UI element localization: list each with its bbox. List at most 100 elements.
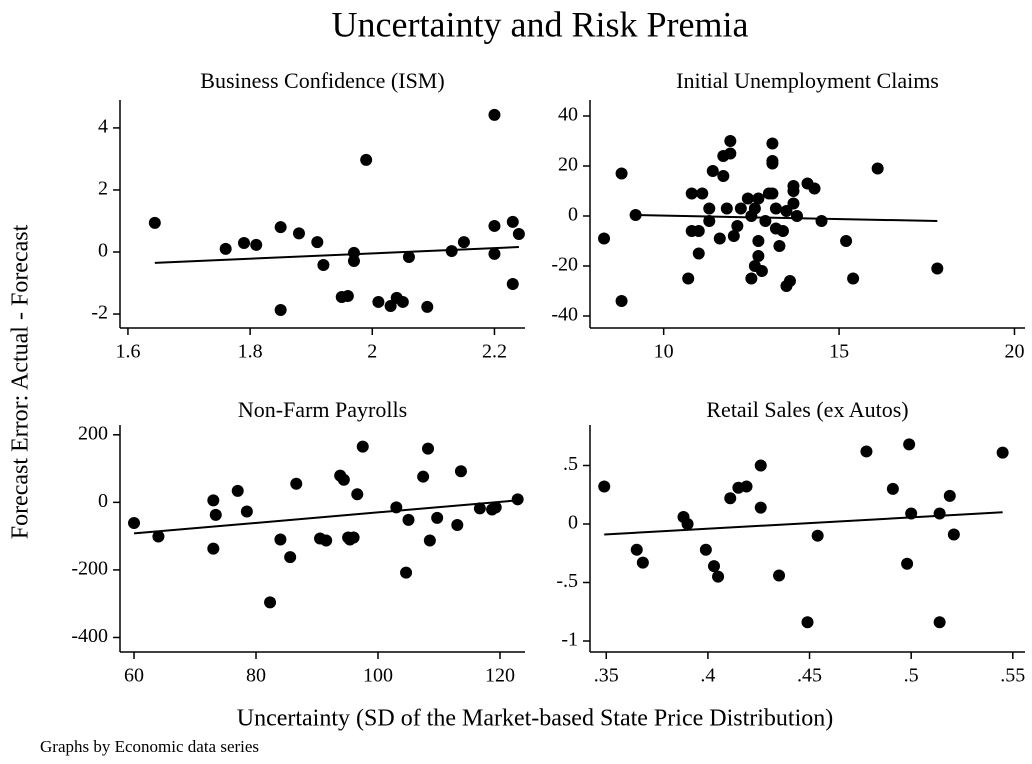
data-point	[766, 137, 779, 150]
data-point	[766, 187, 779, 200]
data-point	[274, 304, 287, 317]
y-tick-label: 40	[558, 104, 578, 126]
panel-title: Retail Sales (ex Autos)	[706, 397, 908, 422]
data-point	[360, 153, 373, 166]
data-point	[860, 445, 873, 458]
y-tick-label: 0	[98, 240, 108, 262]
data-point	[681, 517, 694, 530]
data-point	[752, 235, 765, 247]
data-point	[996, 446, 1009, 459]
data-point	[421, 300, 434, 313]
data-point	[396, 295, 409, 308]
x-tick-label: 60	[124, 665, 144, 687]
data-point	[320, 534, 333, 547]
data-point	[347, 254, 360, 267]
data-point	[598, 480, 611, 493]
data-point	[903, 438, 916, 451]
y-tick-label: 4	[98, 116, 108, 138]
y-tick-label: 200	[78, 422, 108, 444]
data-point	[250, 238, 263, 251]
fit-line	[154, 246, 519, 264]
data-point	[901, 557, 914, 570]
panel-title: Business Confidence (ISM)	[200, 68, 444, 93]
data-point	[748, 202, 761, 215]
y-tick-label: 0	[98, 490, 108, 512]
data-point	[790, 210, 803, 222]
data-point	[351, 488, 364, 501]
data-point	[752, 192, 765, 205]
data-point	[776, 225, 789, 237]
data-point	[473, 502, 486, 515]
figure-title: Uncertainty and Risk Premia	[332, 4, 749, 44]
y-tick-label: -400	[71, 625, 108, 647]
fit-line	[632, 214, 938, 222]
data-point	[506, 277, 519, 290]
data-point	[943, 489, 956, 502]
data-point	[402, 513, 415, 526]
data-point	[264, 596, 277, 609]
data-point	[284, 551, 297, 564]
data-point	[488, 219, 501, 232]
x-tick-label: 80	[246, 665, 266, 687]
data-point	[703, 202, 716, 215]
data-point	[274, 221, 287, 234]
data-point	[717, 170, 730, 182]
data-point	[692, 225, 705, 237]
data-point	[423, 534, 436, 547]
data-point	[511, 493, 524, 506]
data-point	[372, 295, 385, 308]
data-point	[787, 180, 800, 192]
data-point	[148, 216, 161, 229]
data-point	[745, 272, 758, 285]
data-point	[488, 108, 501, 121]
data-point	[454, 465, 467, 478]
data-point	[886, 482, 899, 495]
data-point	[783, 275, 796, 287]
y-tick-label: -1	[561, 629, 578, 651]
y-tick-label: -2	[91, 302, 108, 324]
y-tick-label: .5	[563, 453, 578, 475]
data-point	[871, 162, 884, 175]
data-point	[754, 459, 767, 472]
data-point	[752, 250, 765, 262]
data-point	[311, 236, 324, 249]
data-point	[431, 511, 444, 524]
data-point	[947, 528, 960, 541]
data-point	[292, 227, 305, 240]
data-point	[696, 187, 709, 200]
data-point	[457, 236, 470, 249]
data-point	[692, 247, 705, 260]
data-point	[219, 242, 232, 255]
data-point	[706, 165, 719, 177]
data-point	[707, 560, 720, 573]
data-point	[847, 272, 860, 285]
data-point	[615, 295, 628, 307]
data-point	[766, 157, 779, 170]
y-tick-label: -.5	[556, 570, 578, 592]
x-tick-label: 1.6	[115, 341, 140, 363]
data-point	[231, 484, 244, 497]
data-point	[727, 230, 740, 242]
x-tick-label: .35	[594, 665, 619, 687]
data-point	[724, 135, 737, 147]
data-point	[724, 147, 737, 160]
data-point	[630, 543, 643, 556]
data-point	[699, 543, 712, 556]
fit-line	[604, 511, 1003, 536]
x-tick-label: 15	[829, 341, 849, 363]
data-point	[815, 215, 828, 227]
data-point	[598, 232, 611, 245]
data-point	[933, 507, 946, 520]
data-point	[317, 259, 330, 272]
x-axis-label: Uncertainty (SD of the Market-based Stat…	[237, 706, 834, 732]
data-point	[451, 518, 464, 531]
data-point	[207, 494, 220, 507]
data-point	[341, 290, 354, 303]
data-point	[207, 542, 220, 555]
data-point	[755, 265, 768, 277]
data-point	[274, 533, 287, 546]
panel-title: Non-Farm Payrolls	[238, 397, 407, 422]
data-point	[933, 616, 946, 629]
data-point	[445, 245, 458, 258]
